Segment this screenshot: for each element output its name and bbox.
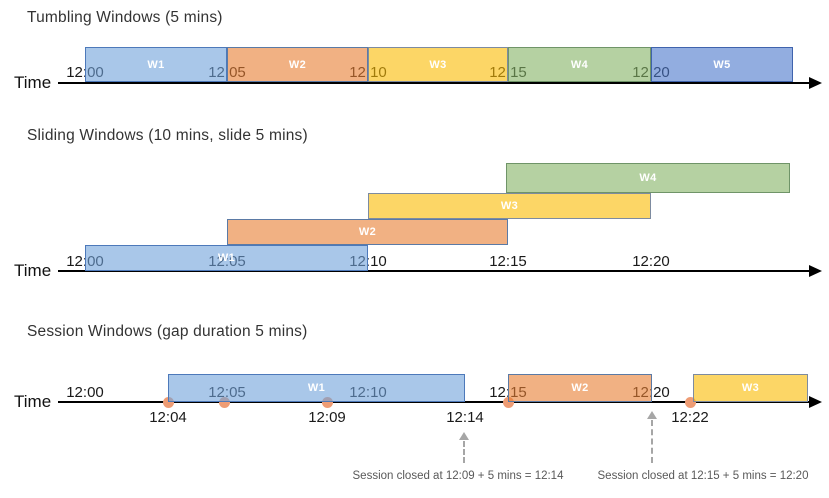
window-label: W3 [429,58,447,71]
window-box-w5: W5 [651,47,793,82]
window-box-w2: W2 [227,47,368,82]
event-time-label: 12:14 [446,409,484,426]
window-box-w1: W1 [85,47,227,82]
section-title-session: Session Windows (gap duration 5 mins) [27,323,308,340]
section-title-sliding: Sliding Windows (10 mins, slide 5 mins) [27,127,308,144]
time-axis-label: Time [14,73,52,92]
callout-arrow-line [463,441,465,463]
timeline-axis [58,270,812,272]
timeline-axis [58,401,812,403]
time-axis-label: Time [14,261,52,280]
window-label: W1 [147,58,165,71]
time-axis-label: Time [14,392,52,411]
callout-arrow-line [651,420,653,463]
tick-label: 12:15 [489,253,527,270]
window-label: W3 [500,200,519,212]
window-label: W2 [571,382,589,394]
event-time-label: 12:04 [149,409,187,426]
window-box-w1: W1 [168,374,465,402]
window-box-w4: W4 [506,163,790,193]
tick-label: 12:20 [632,253,670,270]
axis-arrowhead-icon [809,396,822,408]
session-closed-note: Session closed at 12:15 + 5 mins = 12:20 [597,470,809,482]
window-label: W2 [358,226,377,238]
timeline-axis [58,82,812,84]
event-dot [684,396,696,408]
window-box-w1: W1 [85,245,368,271]
callout-arrowhead-icon [647,411,657,419]
window-label: W3 [741,382,760,394]
window-box-w3: W3 [368,193,651,219]
window-box-w2: W2 [227,219,508,245]
event-dot [502,396,514,408]
event-time-label: 12:22 [671,409,709,426]
tick-label: 12:00 [66,384,104,401]
session-closed-note: Session closed at 12:09 + 5 mins = 12:14 [352,470,564,482]
axis-arrowhead-icon [809,265,822,277]
event-time-label: 12:09 [308,409,346,426]
window-label: W2 [288,58,307,71]
window-label: W4 [639,172,657,184]
window-box-w2: W2 [508,374,652,402]
section-title-tumbling: Tumbling Windows (5 mins) [27,9,223,26]
window-label: W1 [217,252,236,264]
window-label: W5 [713,58,731,71]
window-box-w4: W4 [508,47,651,82]
event-dot [321,396,333,408]
window-label: W1 [307,382,326,394]
event-dot [218,396,230,408]
callout-arrowhead-icon [459,432,469,440]
axis-arrowhead-icon [809,77,822,89]
window-box-w3: W3 [368,47,508,82]
window-label: W4 [570,58,589,71]
window-box-w3: W3 [693,374,808,402]
event-dot [162,396,174,408]
